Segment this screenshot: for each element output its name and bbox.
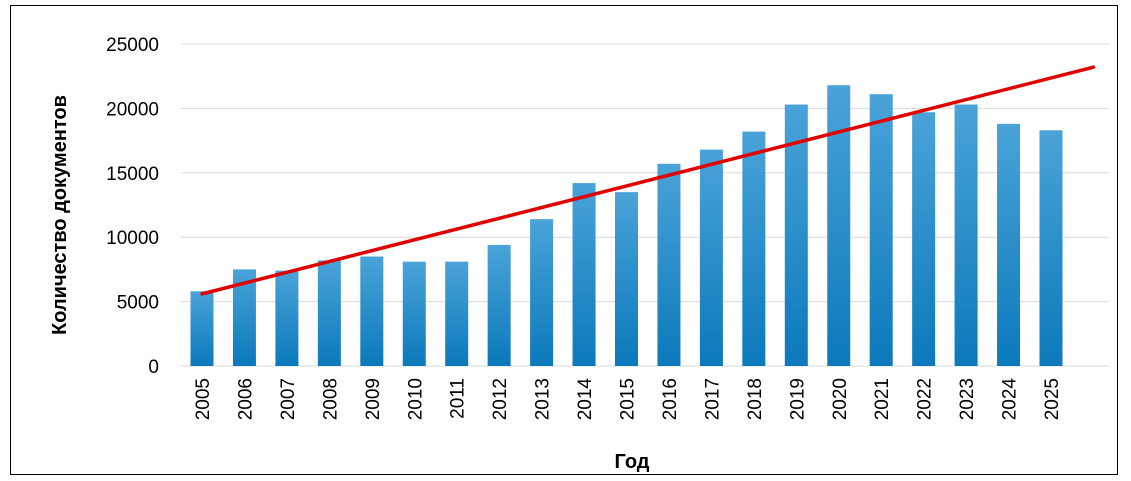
x-tick-label: 2016 [660,378,681,420]
y-tick-label: 25000 [106,35,159,56]
bar-2017 [699,149,723,366]
x-tick-label: 2009 [363,378,384,420]
bar-2011 [445,261,469,366]
x-tick-label: 2015 [618,378,639,420]
bar-2006 [232,269,256,366]
y-tick-label: 0 [148,357,159,378]
x-tick-label: 2010 [405,378,426,420]
x-tick-label: 2024 [1000,378,1021,421]
bar-2014 [572,183,596,366]
bar-2015 [615,192,638,366]
x-tick-label: 2013 [533,378,554,420]
x-tick-label: 2007 [278,378,299,420]
x-tick-label: 2020 [830,378,851,420]
x-tick-label: 2005 [193,378,214,420]
x-tick-label: 2014 [575,378,596,421]
trendline [200,65,1096,296]
x-tick-label: 2019 [787,378,808,420]
x-tick-label: 2006 [235,378,256,420]
y-axis-title: Количество документов [49,95,71,335]
x-tick-label: 2023 [957,378,978,420]
bar-2016 [657,163,681,366]
x-tick-label: 2022 [915,378,936,420]
x-tick-label: 2025 [1042,378,1063,420]
x-tick-label: 2008 [320,378,341,420]
bar-2021 [869,94,893,367]
bar-2007 [275,270,299,366]
x-tick-label: 2021 [872,378,893,420]
x-axis-ticks: 2005 2006 2007 2008 2009 2010 2011 2012 2013 2014… [193,378,1063,421]
bar-2009 [360,256,384,366]
y-axis-ticks: 0 5000 10000 15000 20000 25000 [106,35,159,378]
bar-2019 [784,104,808,366]
x-tick-label: 2017 [702,378,723,420]
x-tick-label: 2018 [745,378,766,420]
bar-2025 [1039,130,1063,366]
bar-2018 [742,131,766,366]
x-tick-label: 2011 [448,378,469,419]
y-tick-label: 5000 [117,293,159,314]
bar-2012 [487,244,511,366]
x-tick-label: 2012 [490,378,511,420]
bar-2005 [190,291,214,366]
bar-2010 [402,261,426,366]
x-axis-title: Год [615,451,650,473]
y-tick-label: 20000 [106,99,159,120]
bar-2022 [912,112,936,366]
bar-2013 [530,219,554,366]
bar-2008 [317,260,341,366]
bar-2024 [997,123,1021,366]
y-tick-label: 15000 [106,164,159,185]
chart-frame: 0 5000 10000 15000 20000 25000 2005 2006 2007 20… [10,5,1118,475]
y-tick-label: 10000 [106,228,159,249]
bar-2023 [954,104,978,366]
bar-2020 [827,85,851,366]
bars [190,85,1063,367]
trendline-layer [200,65,1096,296]
